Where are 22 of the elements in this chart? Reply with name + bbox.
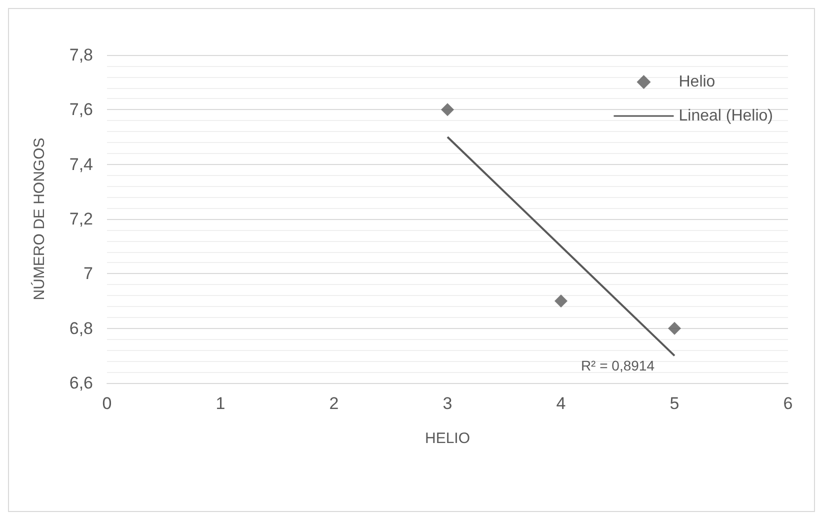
x-tick-label: 4: [556, 394, 566, 413]
x-tick-label: 3: [442, 394, 452, 413]
x-tick-label: 2: [329, 394, 339, 413]
legend-label: Helio: [678, 74, 716, 90]
y-tick-label: 7,6: [69, 100, 93, 120]
y-tick-label: 7,4: [69, 154, 93, 174]
x-tick-label: 1: [216, 394, 226, 413]
x-tick-label: 6: [783, 394, 793, 413]
x-tick-label: 0: [102, 394, 112, 413]
y-tick-label: 7,8: [69, 46, 93, 64]
annotation: R² = 0,8914: [580, 358, 655, 374]
point: [554, 294, 568, 308]
legend-label: Lineal (Helio): [678, 108, 773, 124]
y-tick-label: 6,6: [69, 374, 93, 392]
x-tick-label: 5: [670, 394, 680, 413]
y-tick-label: 7,2: [69, 210, 93, 228]
y-axis-title: NÚMERO DE HONGOS: [30, 138, 48, 300]
x-axis-title: HELIO: [424, 430, 470, 447]
y-tick-label: 6,8: [69, 318, 93, 338]
point: [441, 103, 454, 116]
point: [668, 322, 681, 335]
y-tick-label: 7: [84, 264, 93, 284]
